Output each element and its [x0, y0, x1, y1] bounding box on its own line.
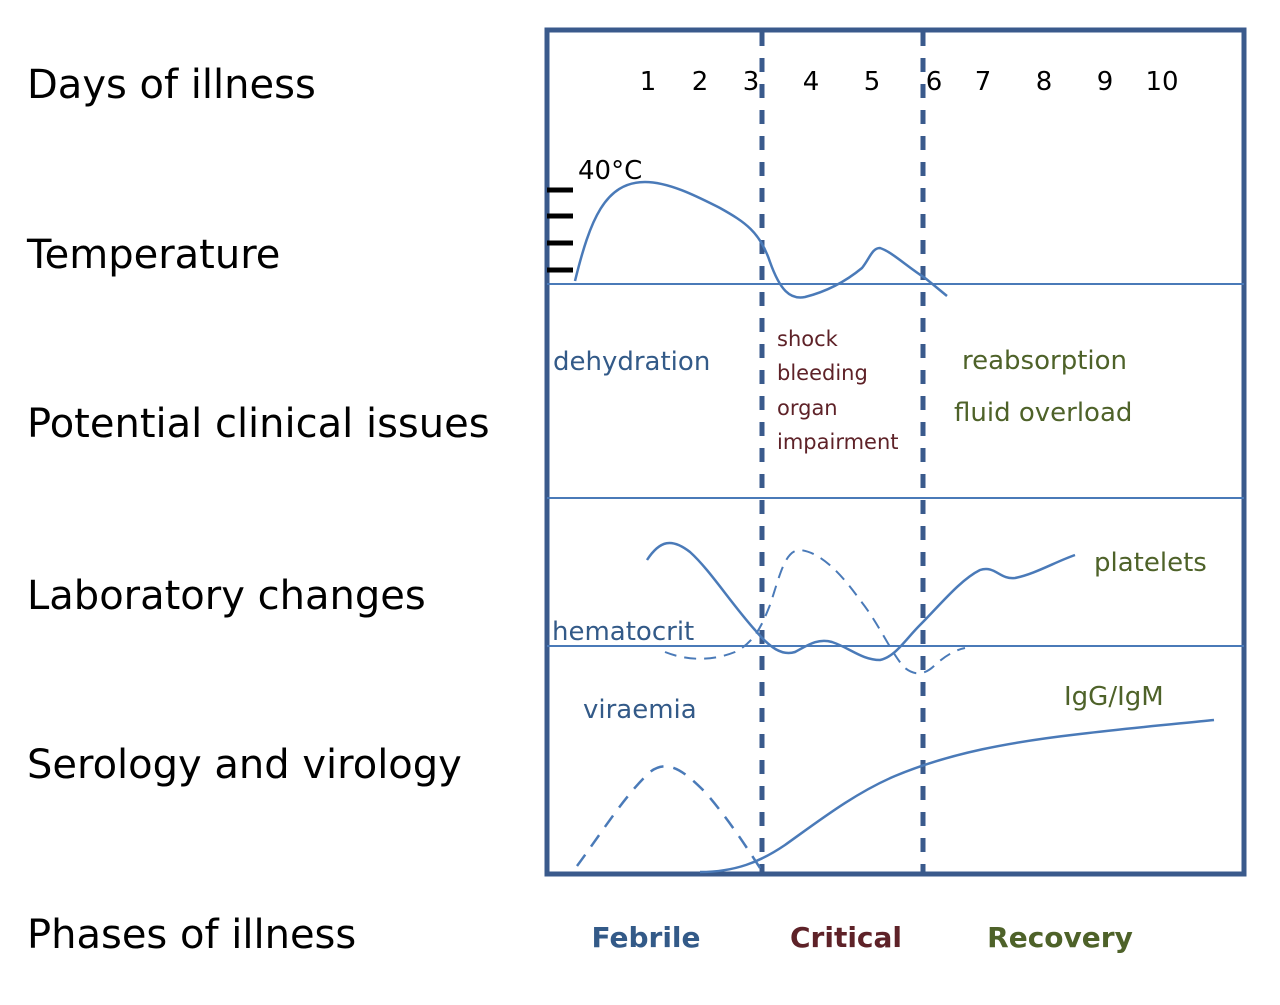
row-label-clinical: Potential clinical issues: [27, 401, 490, 447]
day-5: 5: [864, 67, 881, 97]
hematocrit-curve: [664, 548, 966, 675]
day-4: 4: [803, 67, 820, 97]
day-3: 3: [743, 67, 760, 97]
igg-igm-curve: [699, 718, 1215, 874]
day-10: 10: [1145, 67, 1178, 97]
viraemia-curve: [575, 765, 762, 869]
temperature-scale-ticks: [547, 187, 573, 273]
platelets-curve: [645, 541, 1076, 662]
day-8: 8: [1036, 67, 1053, 97]
issue-reabsorption: reabsorption: [962, 346, 1127, 376]
igg-igm-label: IgG/IgM: [1064, 682, 1164, 712]
day-6: 6: [926, 67, 943, 97]
row-label-days: Days of illness: [27, 62, 316, 108]
day-7: 7: [975, 67, 992, 97]
day-2: 2: [692, 67, 709, 97]
issue-dehydration: dehydration: [553, 347, 710, 377]
phase-febrile: Febrile: [591, 921, 700, 954]
issue-shock: shock: [777, 327, 839, 351]
phase-recovery: Recovery: [987, 921, 1133, 954]
issue-impairment: impairment: [777, 430, 899, 454]
day-1: 1: [640, 67, 657, 97]
row-label-temperature: Temperature: [26, 232, 280, 278]
viraemia-label: viraemia: [583, 695, 697, 725]
platelets-label: platelets: [1094, 548, 1207, 578]
phase-critical: Critical: [790, 921, 902, 954]
day-9: 9: [1097, 67, 1114, 97]
row-label-laboratory: Laboratory changes: [27, 573, 426, 619]
hematocrit-label: hematocrit: [552, 617, 694, 647]
row-label-serology: Serology and virology: [27, 742, 462, 788]
diagram-frame: [544, 27, 1247, 877]
issue-fluid-overload: fluid overload: [954, 398, 1132, 428]
issue-organ: organ: [777, 396, 838, 420]
issue-bleeding: bleeding: [777, 361, 868, 385]
temperature-max-label: 40°C: [578, 156, 642, 186]
temperature-curve: [573, 180, 948, 299]
row-label-phases: Phases of illness: [27, 912, 356, 958]
